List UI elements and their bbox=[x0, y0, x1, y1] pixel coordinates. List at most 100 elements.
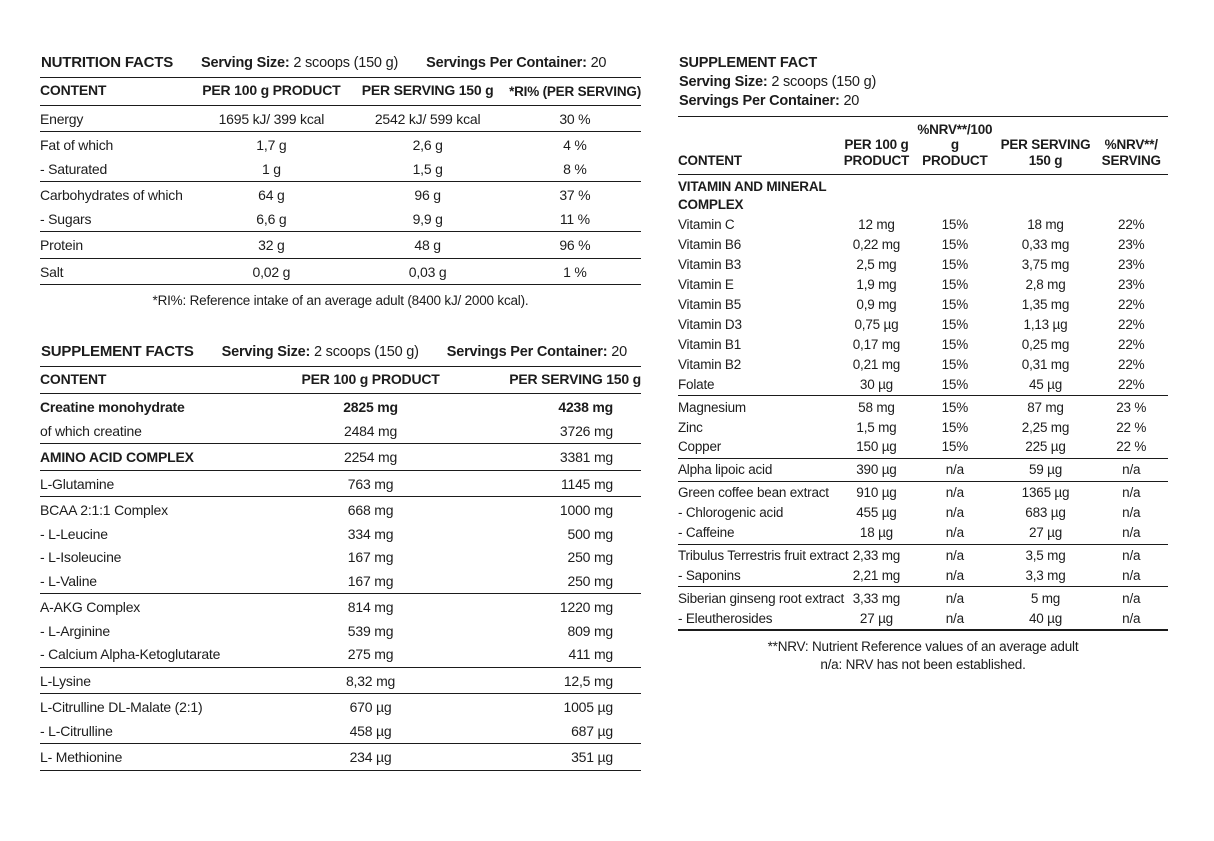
row-value: 3,3 mg bbox=[1025, 567, 1066, 583]
row-label: Vitamin B3 bbox=[678, 257, 742, 273]
row-value: 1145 mg bbox=[460, 469, 641, 497]
row-label: AMINO ACID COMPLEX bbox=[40, 443, 281, 471]
table-row: - Saponins 2,21 mg n/a 3,3 mg n/a bbox=[678, 566, 1168, 586]
row-value: 23% bbox=[1118, 257, 1145, 273]
row-value: 11 % bbox=[559, 210, 590, 227]
table-row: Carbohydrates of which 64 g 96 g 37 % bbox=[40, 181, 641, 208]
row-value: 0,9 mg bbox=[856, 296, 897, 312]
row-value: 500 mg bbox=[567, 525, 614, 542]
row-value: 22% bbox=[1118, 296, 1145, 312]
table-row: Vitamin B6 0,22 mg 15% 0,33 mg 23% bbox=[678, 236, 1168, 256]
row-label: Creatine monohydrate bbox=[40, 393, 281, 420]
row-value: 12 mg bbox=[858, 217, 895, 233]
row-value: 37 % bbox=[508, 181, 641, 208]
row-value: 275 mg bbox=[347, 646, 394, 663]
row-value: n/a bbox=[913, 543, 997, 567]
row-label: Vitamin E bbox=[678, 277, 734, 293]
row-value: 15% bbox=[941, 237, 969, 253]
row-value: n/a bbox=[945, 525, 964, 541]
table-row: - Eleutherosides 27 µg n/a 40 µg n/a bbox=[678, 609, 1168, 630]
row-label: Fat of which bbox=[40, 131, 197, 158]
table-row: Zinc 1,5 mg 15% 2,25 mg 22 % bbox=[678, 418, 1168, 438]
row-label: Zinc bbox=[678, 419, 703, 435]
row-value: 40 µg bbox=[1028, 610, 1063, 626]
row-value: 96 g bbox=[346, 181, 509, 208]
table-row: L-Citrulline DL-Malate (2:1) 670 µg 1005 µ… bbox=[40, 693, 641, 720]
serving-size: Serving Size: 2 scoops (150 g) bbox=[679, 74, 877, 91]
supplement-facts-title-bar: SUPPLEMENT FACTS Serving Size: 2 scoops … bbox=[40, 341, 641, 367]
row-value: 3726 mg bbox=[559, 422, 613, 439]
supplement-facts-section: SUPPLEMENT FACTS Serving Size: 2 scoops … bbox=[40, 341, 641, 771]
row-value: 23% bbox=[1118, 277, 1145, 293]
table-row: Magnesium 58 mg 15% 87 mg 23 % bbox=[678, 395, 1168, 419]
header-row: CONTENT PER 100 g PRODUCT PER SERVING 150 … bbox=[40, 366, 641, 395]
table-row: L-Lysine 8,32 mg 12,5 mg bbox=[40, 666, 641, 694]
row-value: 15% bbox=[941, 217, 969, 233]
table-row: Vitamin B1 0,17 mg 15% 0,25 mg 22% bbox=[678, 335, 1168, 355]
row-value: 167 mg bbox=[347, 549, 394, 566]
table-row: - L-Citrulline 458 µg 687 µg bbox=[40, 720, 641, 744]
row-value: n/a bbox=[1094, 543, 1168, 567]
row-value: n/a bbox=[1122, 505, 1141, 521]
row-value: 0,75 µg bbox=[854, 316, 899, 332]
row-value: 15% bbox=[941, 356, 969, 372]
row-value: 18 mg bbox=[1027, 217, 1064, 233]
table-row: - L-Arginine 539 mg 809 mg bbox=[40, 620, 641, 644]
table-row: Alpha lipoic acid 390 µg n/a 59 µg n/a bbox=[678, 457, 1168, 482]
row-label: - L-Valine bbox=[40, 572, 97, 589]
row-value: 23% bbox=[1118, 237, 1145, 253]
row-label: - Chlorogenic acid bbox=[678, 505, 784, 521]
row-value: 27 µg bbox=[859, 610, 893, 626]
supplement-facts-table: CONTENT PER 100 g PRODUCT PER SERVING 150 … bbox=[40, 366, 641, 771]
row-value: 8,32 mg bbox=[280, 666, 461, 694]
row-label: - L-Isoleucine bbox=[40, 549, 122, 566]
row-value: 1 % bbox=[508, 257, 641, 285]
row-value: 2,21 mg bbox=[852, 567, 901, 583]
nutrition-facts-title: NUTRITION FACTS bbox=[41, 54, 173, 71]
row-label: Carbohydrates of which bbox=[40, 181, 197, 208]
column-header: CONTENT bbox=[40, 366, 281, 395]
row-value: 15% bbox=[941, 336, 969, 352]
row-value: 22 % bbox=[1116, 439, 1147, 455]
table-row: Energy 1695 kJ/ 399 kcal 2542 kJ/ 599 kcal… bbox=[40, 104, 641, 132]
table-row: Vitamin B2 0,21 mg 15% 0,31 mg 22% bbox=[678, 355, 1168, 375]
row-label: Magnesium bbox=[678, 395, 840, 419]
row-value: 1695 kJ/ 399 kcal bbox=[196, 104, 347, 132]
nrv-footnote: **NRV: Nutrient Reference values of an a… bbox=[678, 631, 1168, 674]
right-column: SUPPLEMENT FACT Serving Size: 2 scoops (… bbox=[678, 54, 1168, 675]
row-value: 3,75 mg bbox=[1021, 257, 1070, 273]
row-value: 48 g bbox=[346, 231, 509, 259]
row-value: 22% bbox=[1118, 356, 1145, 372]
row-value: 539 mg bbox=[347, 622, 394, 639]
row-value: 22% bbox=[1118, 217, 1145, 233]
row-value: 455 µg bbox=[856, 505, 897, 521]
row-value: 2484 mg bbox=[343, 422, 398, 439]
row-label: Tribulus Terrestris fruit extract bbox=[678, 543, 849, 567]
row-value: 0,31 mg bbox=[1021, 356, 1070, 372]
row-label: BCAA 2:1:1 Complex bbox=[40, 496, 281, 523]
row-value: 18 µg bbox=[859, 525, 893, 541]
row-label: - Caffeine bbox=[678, 525, 735, 541]
row-value bbox=[996, 173, 1095, 216]
row-value: 32 g bbox=[196, 231, 347, 259]
row-value: 87 mg bbox=[996, 395, 1095, 419]
servings-per-container: Servings Per Container: 20 bbox=[446, 343, 627, 360]
table-row: Tribulus Terrestris fruit extract 2,33 mg… bbox=[678, 543, 1168, 567]
nutrition-facts-table: CONTENT PER 100 g PRODUCT PER SERVING 150 … bbox=[40, 78, 641, 286]
row-value: 2,25 mg bbox=[1021, 419, 1070, 435]
row-value: 96 % bbox=[508, 231, 641, 259]
vitamin-mineral-table: CONTENT PER 100 g PRODUCT %NRV**/100 g PRO… bbox=[678, 117, 1168, 632]
row-label: Vitamin B1 bbox=[678, 336, 742, 352]
row-value: 334 mg bbox=[347, 525, 394, 542]
table-row: - Chlorogenic acid 455 µg n/a 683 µg n/a bbox=[678, 504, 1168, 524]
table-row: Copper 150 µg 15% 225 µg 22 % bbox=[678, 438, 1168, 458]
vitamin-mineral-table: CONTENT PER 100 g PRODUCT %NRV**/100 g PRO… bbox=[678, 117, 1168, 632]
table-row: - Saturated 1 g 1,5 g 8 % bbox=[40, 158, 641, 182]
table-row: - Caffeine 18 µg n/a 27 µg n/a bbox=[678, 524, 1168, 544]
servings-per-container: Servings Per Container: 20 bbox=[426, 55, 607, 71]
row-value: 2,5 mg bbox=[856, 257, 897, 273]
supplement-fact-title-block: SUPPLEMENT FACT Serving Size: 2 scoops (… bbox=[678, 54, 1168, 118]
row-value: 23 % bbox=[1094, 395, 1168, 419]
row-label: Alpha lipoic acid bbox=[678, 457, 840, 482]
row-value: 2,33 mg bbox=[839, 543, 914, 567]
